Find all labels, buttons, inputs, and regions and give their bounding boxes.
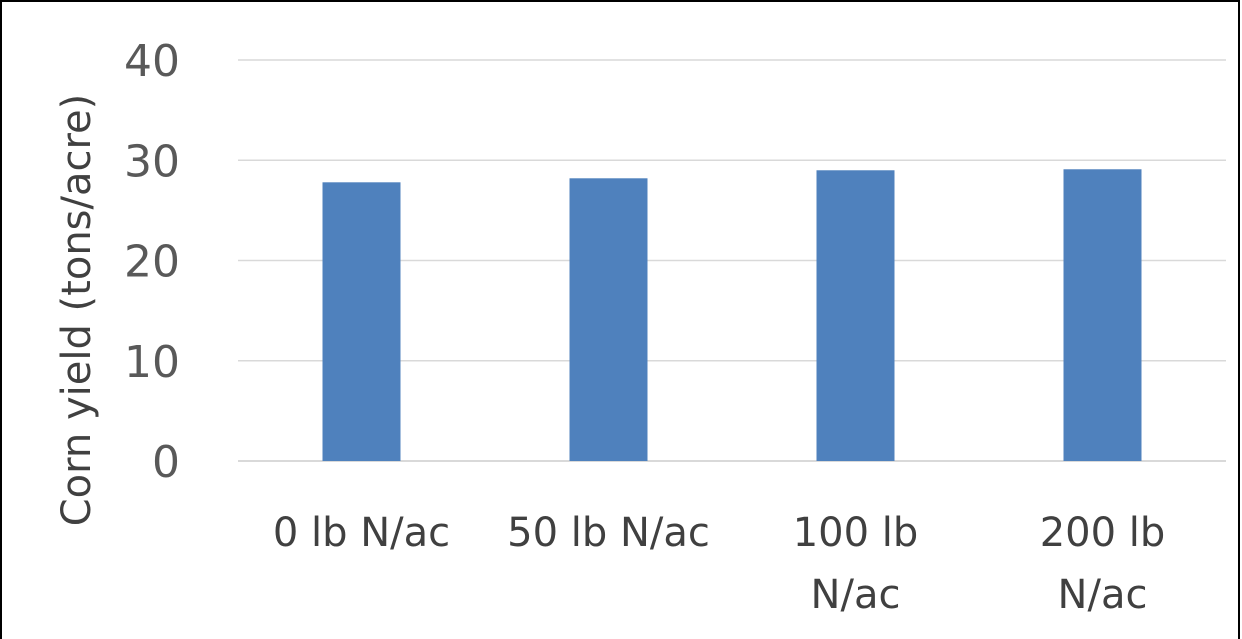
y-axis-title: Corn yield (tons/acre) <box>54 94 100 527</box>
gridlines <box>238 59 1226 462</box>
bar <box>569 178 648 462</box>
y-tick-label: 10 <box>124 337 180 388</box>
x-category-label: 200 lb N/ac <box>1040 510 1166 618</box>
x-category-label: 50 lb N/ac <box>507 510 710 556</box>
y-tick-label: 0 <box>152 437 180 488</box>
y-tick-label: 40 <box>124 36 180 87</box>
bar <box>322 182 401 461</box>
bars <box>322 169 1142 462</box>
y-tick-label: 20 <box>124 237 180 288</box>
x-category-label: 0 lb N/ac <box>273 510 450 556</box>
x-category-labels: 0 lb N/ac 50 lb N/ac 100 lb N/ac 200 lb N/ac <box>273 510 1165 618</box>
bar <box>1063 169 1142 461</box>
x-category-label: 100 lb N/ac <box>793 510 919 618</box>
y-tick-label: 30 <box>124 136 180 187</box>
bar <box>816 170 895 461</box>
y-tick-labels: 0 10 20 30 40 <box>124 36 180 488</box>
